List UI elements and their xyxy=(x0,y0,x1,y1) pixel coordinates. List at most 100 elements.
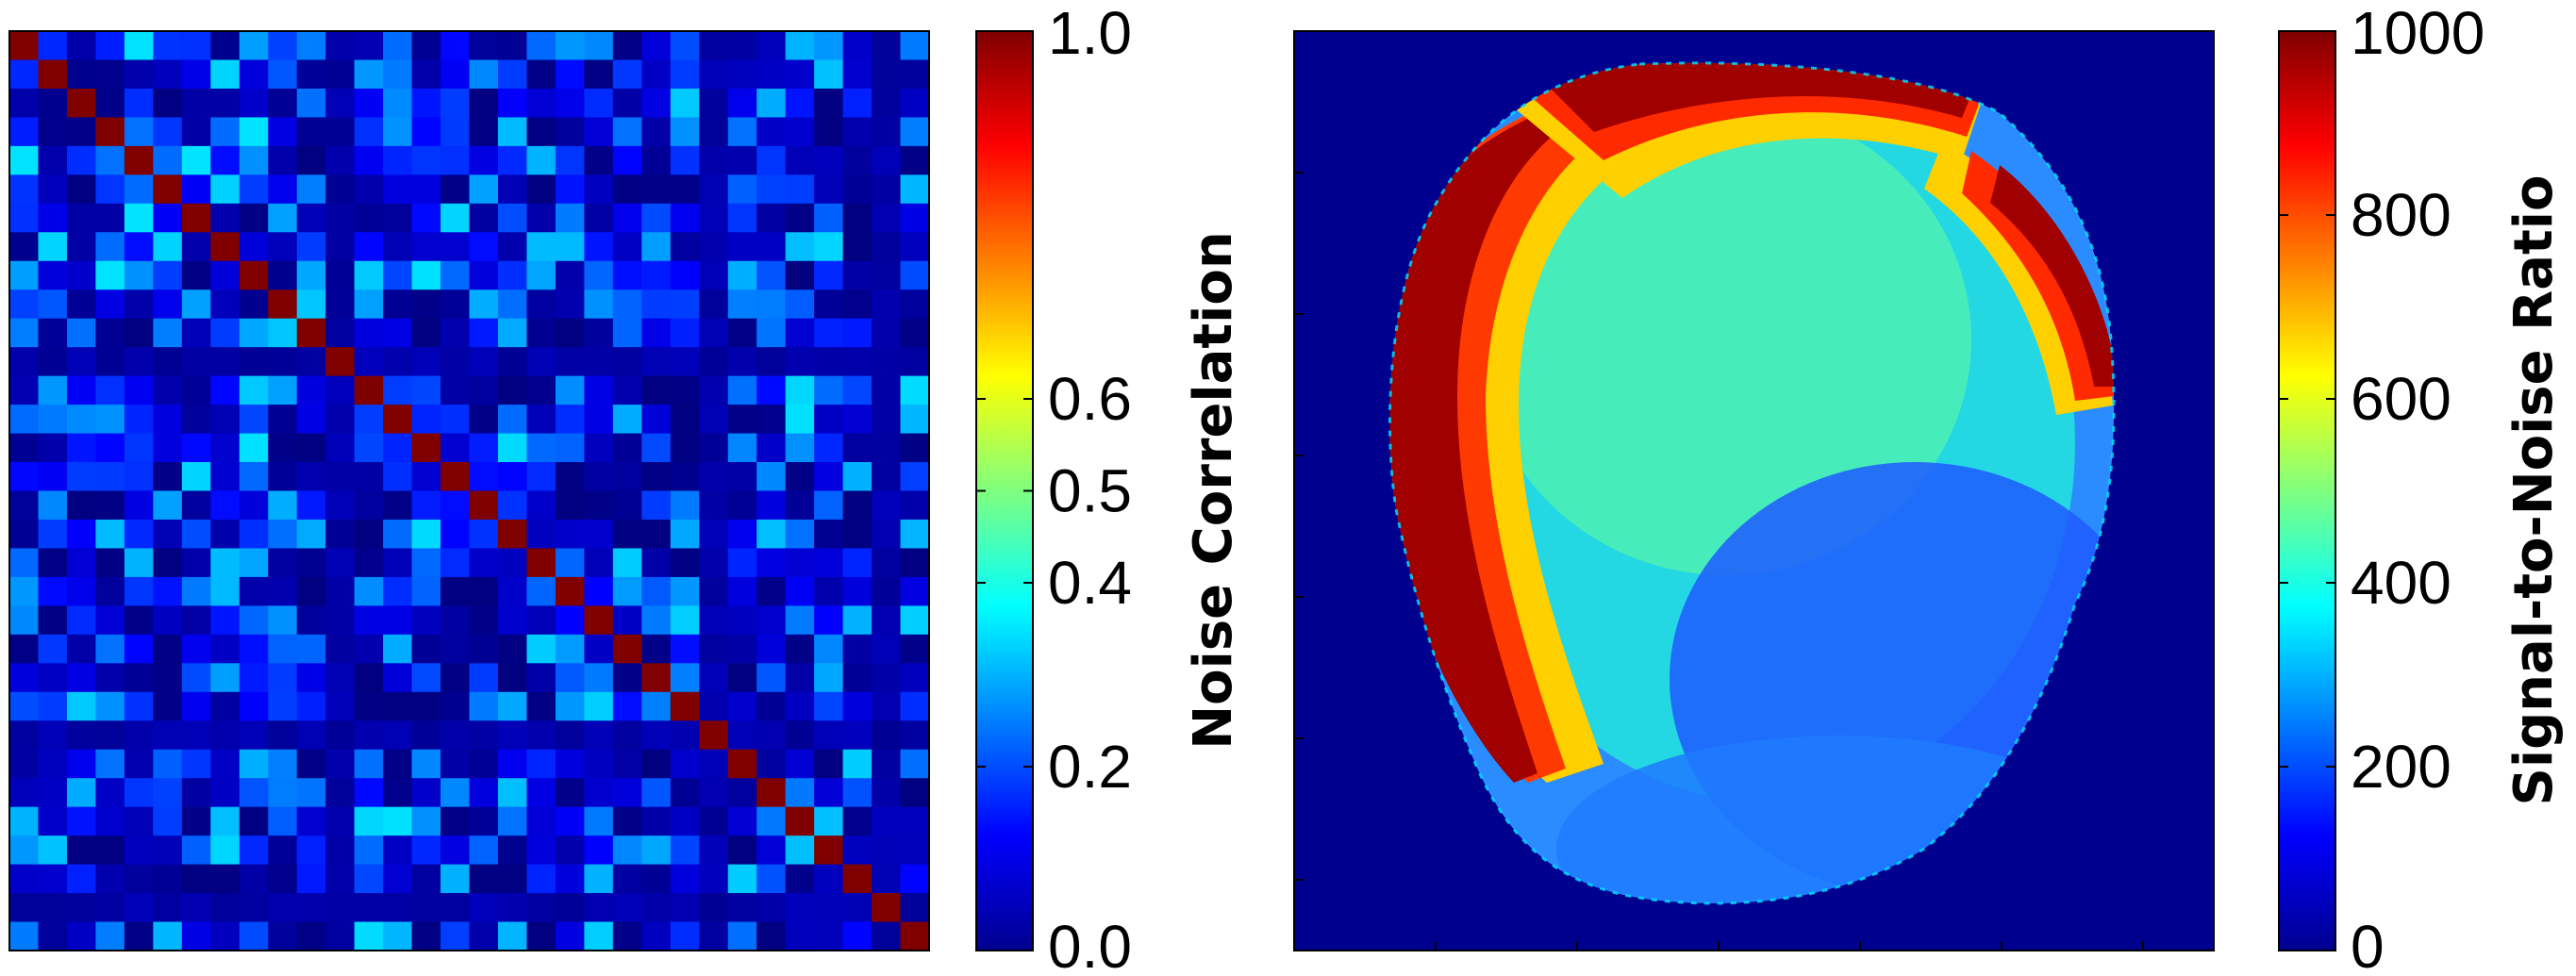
matrix-cell xyxy=(814,318,844,348)
matrix-cell xyxy=(9,864,40,894)
matrix-cell xyxy=(296,375,326,405)
matrix-cell xyxy=(124,375,154,405)
matrix-cell xyxy=(670,893,700,923)
matrix-cell xyxy=(612,289,642,320)
matrix-cell xyxy=(469,462,499,492)
matrix-cell xyxy=(612,117,642,147)
matrix-cell xyxy=(526,145,557,175)
matrix-cell xyxy=(9,174,40,205)
matrix-cell xyxy=(785,490,815,521)
matrix-cell xyxy=(95,490,125,521)
matrix-cell xyxy=(66,88,97,119)
matrix-cell xyxy=(153,375,183,405)
matrix-cell xyxy=(526,490,557,521)
matrix-cell xyxy=(66,605,97,636)
matrix-cell xyxy=(555,318,585,348)
matrix-cell xyxy=(670,720,700,751)
colorbar-tick-label: 800 xyxy=(2351,181,2451,249)
matrix-cell xyxy=(756,433,787,463)
matrix-cell xyxy=(670,31,700,61)
matrix-cell xyxy=(612,260,642,290)
matrix-cell xyxy=(469,375,499,405)
matrix-cell xyxy=(727,634,757,664)
matrix-cell xyxy=(814,203,844,233)
matrix-cell xyxy=(842,519,873,550)
matrix-cell xyxy=(239,260,269,290)
matrix-cell xyxy=(526,203,557,233)
matrix-cell xyxy=(526,691,557,721)
matrix-cell xyxy=(756,720,787,751)
matrix-cell xyxy=(268,490,298,521)
matrix-cell xyxy=(239,864,269,894)
matrix-cell xyxy=(153,720,183,751)
matrix-cell xyxy=(670,634,700,664)
matrix-cell xyxy=(670,145,700,175)
matrix-cell xyxy=(38,375,68,405)
matrix-cell xyxy=(497,749,528,779)
matrix-cell xyxy=(756,490,787,521)
matrix-cell xyxy=(95,145,125,175)
matrix-cell xyxy=(612,203,642,233)
matrix-cell xyxy=(9,720,40,751)
matrix-cell xyxy=(440,232,471,262)
matrix-cell xyxy=(842,375,873,405)
matrix-cell xyxy=(9,375,40,405)
matrix-cell xyxy=(296,835,326,866)
matrix-cell xyxy=(555,59,585,90)
matrix-cell xyxy=(612,174,642,205)
matrix-cell xyxy=(842,893,873,923)
matrix-cell xyxy=(296,289,326,320)
matrix-cell xyxy=(268,893,298,923)
matrix-cell xyxy=(497,691,528,721)
matrix-cell xyxy=(9,519,40,550)
matrix-cell xyxy=(440,835,471,866)
matrix-cell xyxy=(872,260,902,290)
matrix-cell xyxy=(785,778,815,808)
matrix-cell xyxy=(526,663,557,693)
matrix-cell xyxy=(872,663,902,693)
matrix-cell xyxy=(699,864,729,894)
matrix-cell xyxy=(354,548,384,578)
matrix-cell xyxy=(239,778,269,808)
matrix-cell xyxy=(497,59,528,90)
matrix-cell xyxy=(181,117,211,147)
matrix-cell xyxy=(842,749,873,779)
matrix-cell xyxy=(95,576,125,606)
colorbar-gradient xyxy=(2278,30,2336,951)
matrix-cell xyxy=(555,433,585,463)
matrix-cell xyxy=(181,289,211,320)
matrix-cell xyxy=(354,203,384,233)
matrix-cell xyxy=(555,289,585,320)
matrix-cell xyxy=(383,462,413,492)
matrix-cell xyxy=(66,289,97,320)
matrix-cell xyxy=(785,462,815,492)
matrix-cell xyxy=(383,260,413,290)
matrix-cell xyxy=(9,634,40,664)
matrix-cell xyxy=(584,548,614,578)
matrix-cell xyxy=(239,433,269,463)
matrix-cell xyxy=(699,548,729,578)
matrix-cell xyxy=(727,433,757,463)
matrix-cell xyxy=(670,806,700,836)
matrix-cell xyxy=(210,634,241,664)
matrix-cell xyxy=(469,232,499,262)
matrix-cell xyxy=(526,778,557,808)
matrix-cell xyxy=(814,921,844,951)
matrix-cell xyxy=(699,663,729,693)
matrix-cell xyxy=(95,720,125,751)
matrix-cell xyxy=(296,921,326,951)
matrix-cell xyxy=(354,864,384,894)
matrix-cell xyxy=(38,59,68,90)
matrix-cell xyxy=(239,835,269,866)
matrix-cell xyxy=(900,31,930,61)
colorbar-label: Noise Correlation xyxy=(1183,231,1244,749)
matrix-cell xyxy=(153,605,183,636)
matrix-cell xyxy=(526,864,557,894)
matrix-cell xyxy=(900,778,930,808)
matrix-cell xyxy=(900,462,930,492)
matrix-cell xyxy=(842,778,873,808)
matrix-cell xyxy=(38,720,68,751)
matrix-cell xyxy=(612,864,642,894)
matrix-cell xyxy=(584,203,614,233)
matrix-cell xyxy=(354,347,384,377)
